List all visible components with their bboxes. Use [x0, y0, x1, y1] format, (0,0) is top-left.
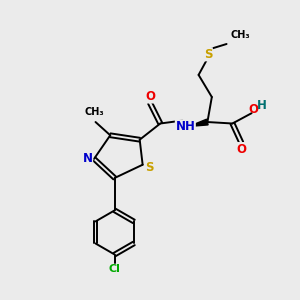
Text: S: S	[204, 48, 212, 61]
Polygon shape	[189, 119, 208, 126]
Text: CH₃: CH₃	[84, 107, 104, 117]
Text: CH₃: CH₃	[230, 31, 250, 40]
Text: Cl: Cl	[109, 264, 121, 274]
Text: N: N	[82, 152, 93, 165]
Text: NH: NH	[176, 120, 195, 133]
Text: O: O	[145, 90, 155, 103]
Text: O: O	[237, 142, 247, 156]
Text: S: S	[145, 161, 153, 174]
Text: H: H	[257, 99, 267, 112]
Text: O: O	[249, 103, 259, 116]
